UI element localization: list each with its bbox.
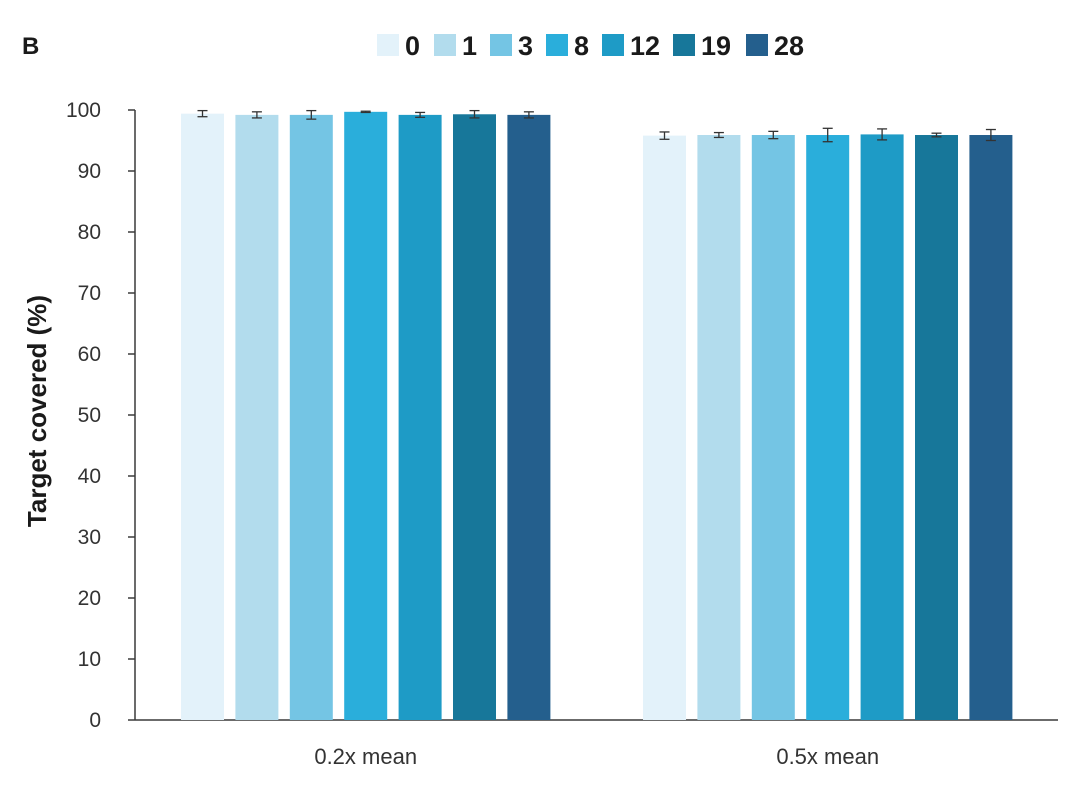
legend-swatch-12 bbox=[602, 34, 624, 56]
legend-swatch-28 bbox=[746, 34, 768, 56]
legend-swatch-3 bbox=[490, 34, 512, 56]
bar-19-group2 bbox=[915, 135, 958, 720]
legend-swatch-19 bbox=[673, 34, 695, 56]
bar-0-group2 bbox=[643, 135, 686, 720]
bar-0-group1 bbox=[181, 113, 224, 720]
y-axis-title: Target covered (%) bbox=[22, 295, 52, 527]
y-tick-label: 60 bbox=[78, 343, 101, 366]
legend: 0 1 3 8 12 19 28 bbox=[377, 31, 804, 61]
bar-1-group1 bbox=[235, 114, 279, 720]
bar-19-group1 bbox=[453, 114, 496, 720]
legend-label-1: 1 bbox=[462, 31, 477, 61]
bar-8-group2 bbox=[806, 135, 850, 720]
legend-label-8: 8 bbox=[574, 31, 589, 61]
bar-1-group2 bbox=[697, 135, 741, 720]
y-tick-label: 100 bbox=[66, 99, 101, 122]
legend-label-3: 3 bbox=[518, 31, 533, 61]
bar-28-group2 bbox=[969, 135, 1013, 720]
bar-28-group1 bbox=[507, 114, 551, 720]
bar-8-group1 bbox=[344, 111, 388, 720]
y-tick-label: 50 bbox=[78, 404, 101, 427]
legend-swatch-8 bbox=[546, 34, 568, 56]
y-axis: 0 10 20 30 40 50 60 70 80 90 100 bbox=[66, 99, 136, 732]
bars-group bbox=[181, 111, 1013, 720]
bar-3-group1 bbox=[289, 114, 333, 720]
bar-12-group1 bbox=[398, 114, 442, 720]
bar-12-group2 bbox=[860, 134, 904, 720]
legend-label-28: 28 bbox=[774, 31, 804, 61]
y-tick-label: 40 bbox=[78, 465, 101, 488]
legend-label-19: 19 bbox=[701, 31, 731, 61]
y-tick-label: 80 bbox=[78, 221, 101, 244]
x-axis: 0.2x mean 0.5x mean bbox=[135, 719, 1058, 769]
panel-label: B bbox=[22, 33, 39, 60]
x-category-label: 0.2x mean bbox=[314, 744, 417, 769]
y-tick-label: 0 bbox=[89, 709, 101, 732]
y-tick-label: 20 bbox=[78, 587, 101, 610]
legend-label-0: 0 bbox=[405, 31, 420, 61]
legend-swatch-0 bbox=[377, 34, 399, 56]
legend-swatch-1 bbox=[434, 34, 456, 56]
bar-3-group2 bbox=[751, 135, 795, 720]
y-tick-label: 90 bbox=[78, 160, 101, 183]
legend-label-12: 12 bbox=[630, 31, 660, 61]
x-category-label: 0.5x mean bbox=[776, 744, 879, 769]
error-bars-group bbox=[197, 109, 996, 143]
y-tick-label: 70 bbox=[78, 282, 101, 305]
y-tick-label: 30 bbox=[78, 526, 101, 549]
y-tick-label: 10 bbox=[78, 648, 101, 671]
